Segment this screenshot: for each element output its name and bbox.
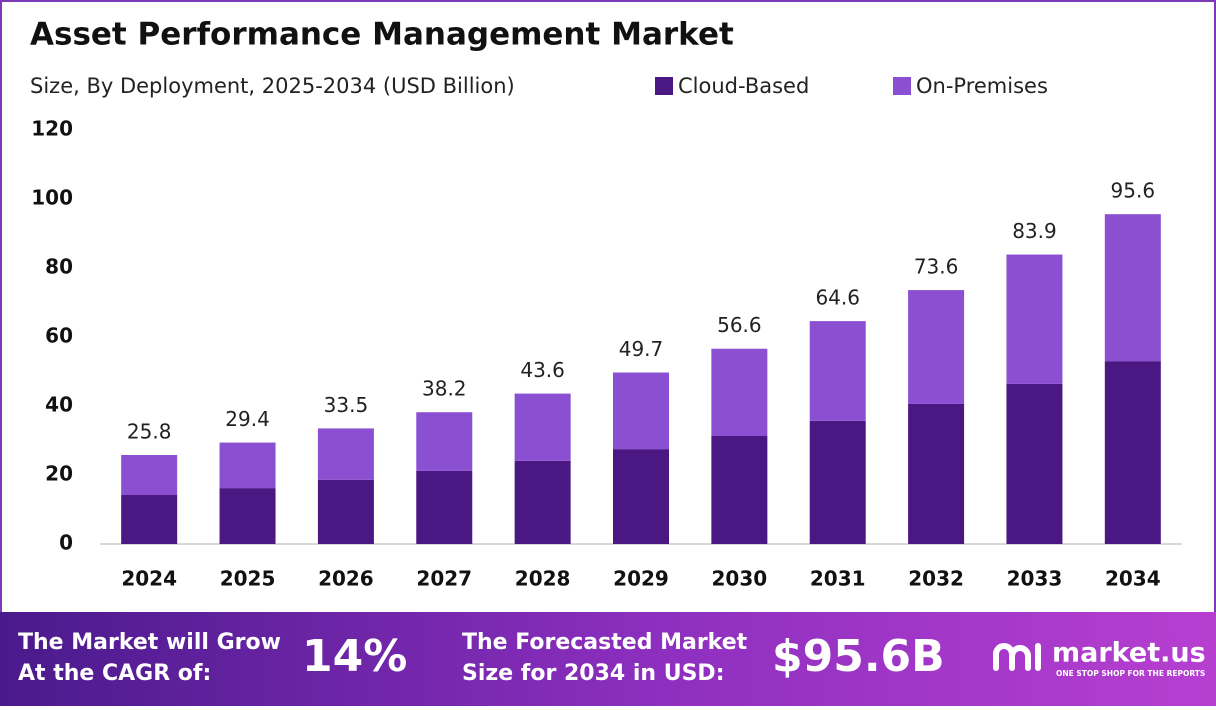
total-label: 95.6 [1111,179,1156,203]
total-label: 25.8 [127,419,172,443]
bar-segment [317,428,374,480]
x-tick-label: 2031 [810,567,866,591]
bar-segment [121,495,178,544]
y-tick-label: 100 [31,186,73,210]
x-tick-label: 2027 [416,567,472,591]
bar-segment [219,442,276,489]
bar-segment [514,393,571,461]
x-tick-label: 2033 [1007,567,1063,591]
total-label: 38.2 [422,377,467,401]
y-tick-label: 60 [45,324,73,348]
cagr-value: 14% [302,631,407,682]
bar-segment [809,420,866,544]
total-label: 29.4 [225,407,270,431]
cagr-text: At the CAGR of: [18,661,211,686]
y-tick-label: 0 [59,531,73,555]
legend-label: On-Premises [916,74,1048,98]
x-tick-label: 2030 [712,567,768,591]
bar-segment [416,412,473,471]
chart-subtitle: Size, By Deployment, 2025-2034 (USD Bill… [30,74,515,98]
x-tick-label: 2026 [318,567,374,591]
x-tick-label: 2034 [1105,567,1161,591]
forecast-text: Size for 2034 in USD: [462,661,725,686]
legend: Cloud-Based On-Premises [655,74,1048,98]
bar-segment [1104,214,1161,362]
bar-segment [1104,361,1161,544]
brand-logo [993,643,1041,671]
x-tick-label: 2029 [613,567,669,591]
bar-segment [809,321,866,421]
legend-swatch [893,77,911,95]
total-label: 56.6 [717,313,762,337]
bar-segment [613,372,669,450]
bar-segment [711,348,768,437]
total-label: 64.6 [815,286,860,310]
bar-segment [908,290,965,404]
y-tick-label: 40 [45,393,73,417]
x-tick-label: 2032 [908,567,964,591]
bar-segment [317,479,374,544]
total-label: 73.6 [914,255,959,279]
bar-segment [908,403,965,544]
chart-title: Asset Performance Management Market [30,17,734,53]
total-label: 43.6 [520,358,565,382]
forecast-value: $95.6B [772,631,945,682]
plot: 0 20 40 60 80 100 120 2024 25.8 2025 29.4 2026 33.5 2… [31,117,1182,591]
brand: market.us [1052,638,1206,669]
forecast-text: The Forecasted Market [462,630,748,655]
bar-segment [121,454,178,496]
y-tick-label: 20 [45,462,73,486]
legend-label: Cloud-Based [678,74,809,98]
y-tick-label: 80 [45,255,73,279]
footer-band [0,612,1216,706]
bar-segment [1006,383,1063,544]
total-label: 33.5 [324,393,369,417]
bar-segment [514,460,571,544]
cagr-text: The Market will Grow [18,630,281,655]
bar-segment [219,488,276,544]
x-tick-label: 2024 [121,567,177,591]
bar-segment [1006,254,1063,384]
bar-segment [711,436,768,544]
legend-swatch [655,77,673,95]
x-tick-label: 2028 [515,567,571,591]
total-label: 49.7 [619,337,664,361]
x-tick-label: 2025 [220,567,276,591]
bar-segment [416,470,473,544]
bar-segment [613,449,669,544]
y-tick-label: 120 [31,117,73,141]
total-label: 83.9 [1012,219,1057,243]
tagline: ONE STOP SHOP FOR THE REPORTS [1056,669,1205,678]
